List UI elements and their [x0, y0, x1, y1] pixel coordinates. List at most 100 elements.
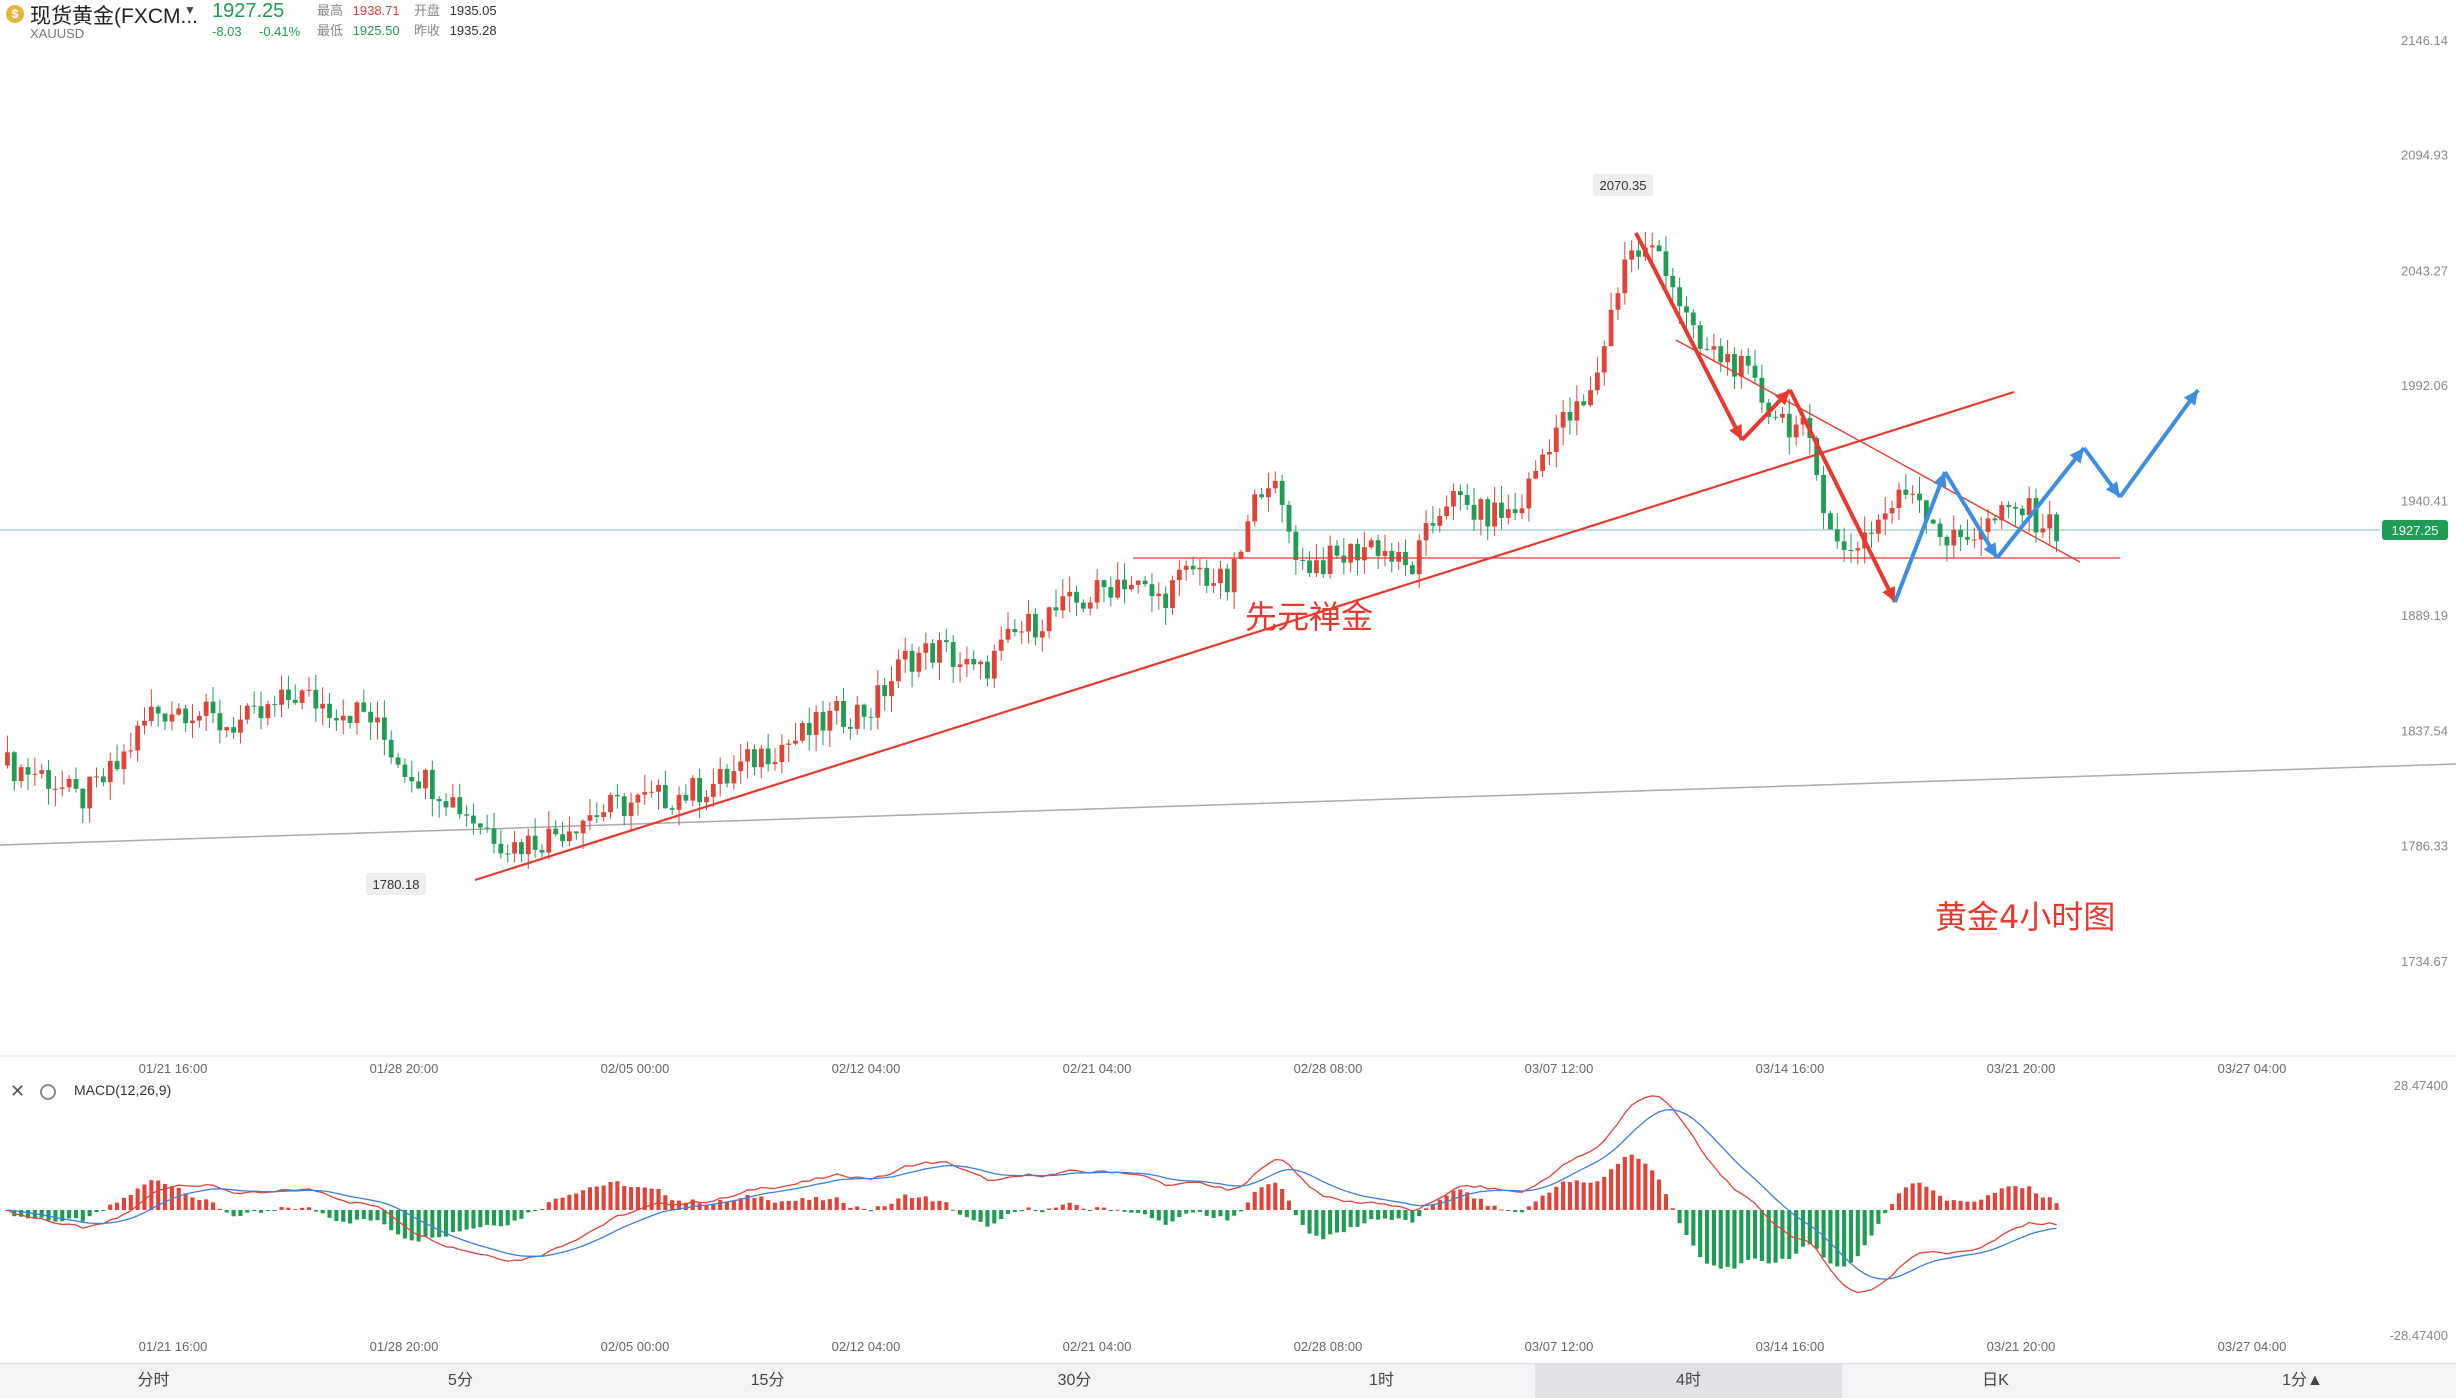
macd-bar [1321, 1210, 1326, 1240]
chevron-down-icon[interactable]: ▼ [184, 3, 196, 17]
macd-bar [964, 1210, 969, 1218]
macd-bar [1362, 1210, 1367, 1224]
long-trendline [0, 763, 2456, 846]
red-arrow-1-head [1729, 424, 1742, 440]
red-arrow-2-head [1775, 390, 1790, 406]
macd-x-tick-label: 02/05 00:00 [601, 1339, 670, 1354]
candle-body [1183, 565, 1189, 570]
candle-body [546, 828, 552, 853]
candle-body [1067, 591, 1073, 597]
candle-body [1889, 508, 1895, 514]
high-annotation-box [1593, 174, 1653, 196]
candle-body [1101, 580, 1107, 588]
macd-bar [39, 1210, 44, 1218]
macd-bar [1293, 1210, 1298, 1216]
macd-bar [1382, 1210, 1388, 1219]
macd-bar [827, 1199, 832, 1210]
macd-bar [1108, 1210, 1113, 1211]
macd-bar [1657, 1179, 1662, 1210]
candle-body [121, 751, 127, 770]
macd-bar [162, 1184, 168, 1210]
candle-body [491, 828, 497, 844]
macd-bar [430, 1210, 435, 1238]
macd-bar [539, 1209, 545, 1211]
macd-bar [60, 1210, 65, 1222]
x-tick-label: 01/28 20:00 [370, 1061, 439, 1076]
macd-bar [1698, 1210, 1703, 1258]
macd-bar [53, 1210, 58, 1222]
macd-bar [1972, 1201, 1977, 1210]
macd-bar [656, 1188, 661, 1210]
macd-bar [1136, 1210, 1141, 1213]
low-label: 最低 [317, 23, 344, 38]
macd-bar [1848, 1210, 1854, 1263]
tab-3[interactable]: 30分 [1057, 1372, 1092, 1389]
candle-body [943, 640, 949, 643]
candle-body [998, 639, 1004, 651]
candle-body [429, 769, 435, 800]
macd-bar [1567, 1182, 1573, 1210]
tab-0[interactable]: 分时 [137, 1372, 170, 1389]
candle-body [477, 823, 483, 828]
blue-arrow-3 [1995, 446, 2086, 560]
macd-bar [1307, 1210, 1312, 1234]
price-chart[interactable]: 2146.14 2094.93 2043.27 1992.06 1940.41 1889.… [0, 0, 2456, 1363]
macd-bar [73, 1210, 79, 1219]
candle-body [964, 659, 970, 665]
tab-5[interactable]: 4时 [1535, 1364, 1842, 1398]
candle-body [1451, 491, 1456, 507]
macd-bar [348, 1210, 353, 1224]
candle-body [1039, 631, 1045, 638]
tab-7[interactable]: 1分▲ [2282, 1372, 2323, 1389]
macd-bar [354, 1210, 360, 1220]
candle-body [957, 664, 963, 667]
tab-1[interactable]: 5分 [448, 1372, 473, 1389]
candle-body [710, 783, 716, 797]
macd-bar [389, 1210, 394, 1231]
red-arrow-3 [1788, 389, 1897, 603]
visibility-icon[interactable] [40, 1084, 56, 1100]
candle-body [505, 853, 511, 855]
symbol-name[interactable]: 现货黄金(FXCM... [30, 5, 198, 28]
macd-bar [2040, 1197, 2045, 1210]
macd-bar [1211, 1210, 1216, 1218]
candle-body [1821, 474, 1826, 514]
macd-bar [210, 1202, 216, 1210]
close-indicator-icon[interactable]: ✕ [10, 1081, 26, 1101]
macd-bar [1924, 1186, 1929, 1210]
macd-bar [402, 1210, 407, 1239]
candle-body [155, 706, 161, 714]
candle-body [1951, 529, 1957, 546]
macd-bar [704, 1205, 709, 1210]
macd-bar [1670, 1208, 1675, 1210]
macd-x-tick-label: 01/28 20:00 [370, 1339, 439, 1354]
blue-arrow-4-head [2105, 481, 2120, 497]
macd-bar [252, 1210, 257, 1212]
candle-body [1327, 545, 1333, 575]
macd-bar [1341, 1210, 1346, 1233]
macd-histogram [5, 1154, 2059, 1269]
macd-bar [1581, 1182, 1586, 1210]
candle-body [1718, 346, 1724, 363]
macd-bar [313, 1210, 318, 1212]
macd-bar [1944, 1200, 1949, 1210]
candle-body [930, 643, 936, 663]
tab-4[interactable]: 1时 [1369, 1372, 1394, 1389]
candle-body [1128, 584, 1134, 590]
candle-body [978, 661, 983, 665]
gold-coin-icon: $ [6, 5, 24, 23]
macd-bar [957, 1210, 963, 1215]
tab-2[interactable]: 15分 [750, 1372, 785, 1389]
macd-bar [731, 1200, 736, 1210]
candle-body [1471, 504, 1477, 520]
macd-bar [197, 1199, 202, 1210]
high-label: 最高 [317, 3, 344, 18]
tab-6[interactable]: 日K [1982, 1372, 2009, 1389]
candle-body [169, 714, 175, 722]
macd-bar [594, 1186, 599, 1210]
macd-bar [46, 1210, 51, 1221]
macd-bar [711, 1203, 716, 1210]
candle-body [1917, 493, 1922, 501]
macd-bar [629, 1187, 634, 1210]
price-change-percent: -0.41% [259, 24, 301, 39]
